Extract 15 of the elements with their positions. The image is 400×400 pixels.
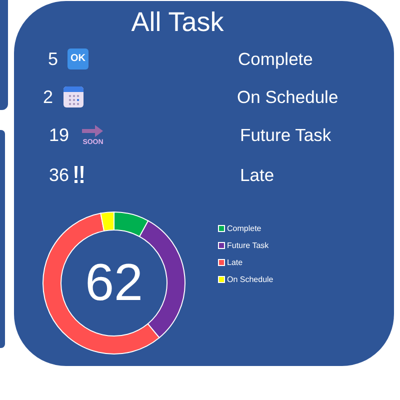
data-label: 19 xyxy=(49,124,70,146)
category-label: On Schedule xyxy=(237,86,338,108)
legend-label: Complete xyxy=(227,224,262,232)
legend-label: Future Task xyxy=(227,240,269,250)
ok-icon: OK xyxy=(67,48,89,70)
legend-label: On Schedule xyxy=(227,274,274,284)
text: 62 xyxy=(84,254,144,312)
category-label: Late xyxy=(240,164,274,186)
category-label: Future Task xyxy=(240,124,332,146)
legend-label: Late xyxy=(227,258,243,266)
data-label: 36 xyxy=(49,164,70,186)
category-label: Complete xyxy=(238,48,313,70)
data-label: 2 xyxy=(43,86,54,108)
text: All Task xyxy=(130,6,225,38)
data-label: 5 xyxy=(48,48,58,70)
